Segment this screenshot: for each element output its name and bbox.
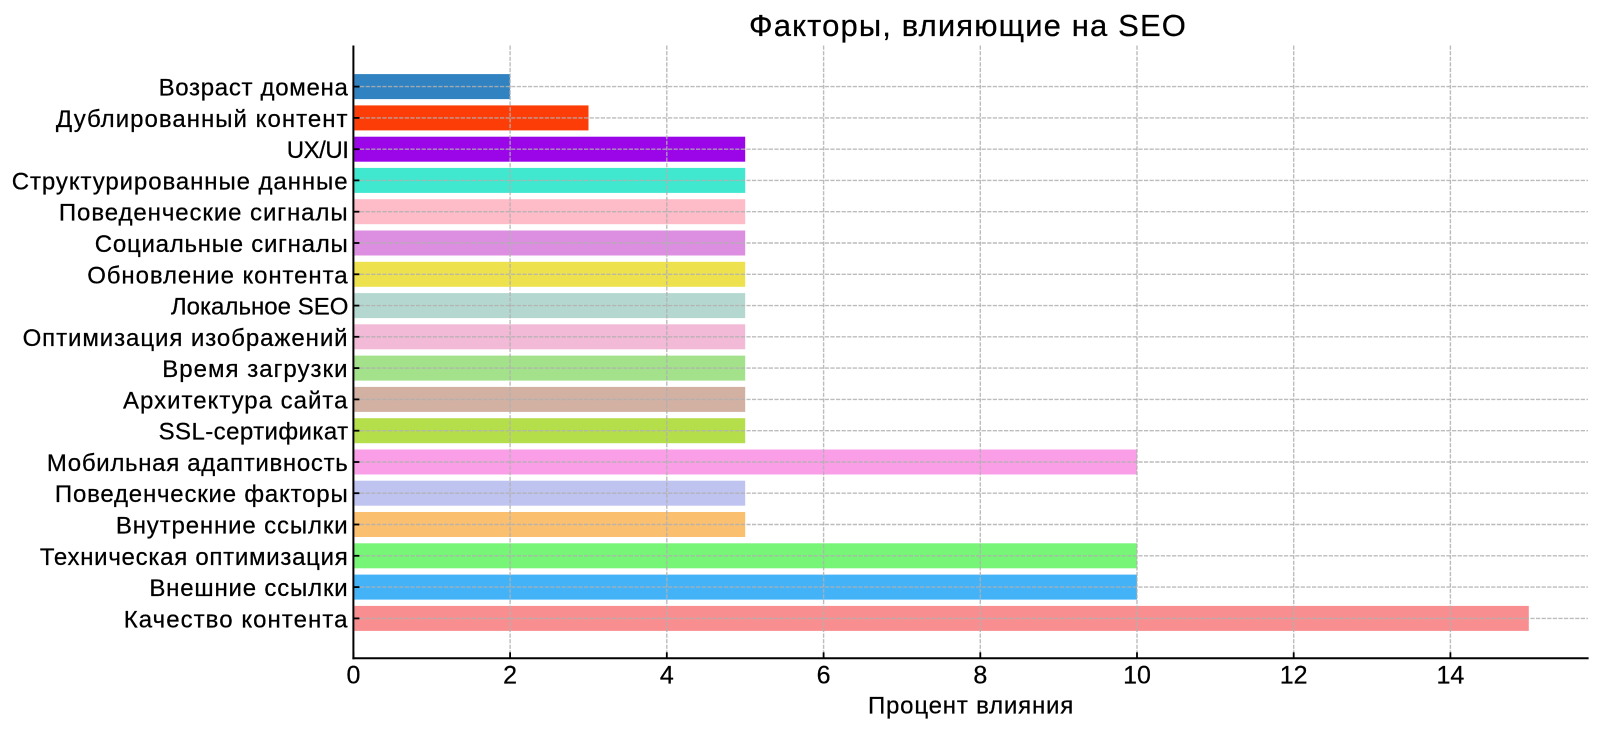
svg-text:Процент влияния: Процент влияния	[868, 692, 1074, 719]
svg-text:Качество контента: Качество контента	[124, 606, 349, 633]
svg-text:Оптимизация изображений: Оптимизация изображений	[23, 325, 349, 352]
svg-text:10: 10	[1123, 662, 1151, 690]
svg-text:4: 4	[660, 662, 674, 690]
svg-text:2: 2	[503, 662, 517, 690]
svg-text:Социальные сигналы: Социальные сигналы	[95, 231, 349, 258]
svg-text:0: 0	[346, 662, 360, 690]
svg-text:14: 14	[1436, 662, 1464, 690]
svg-text:Внутренние ссылки: Внутренние ссылки	[116, 513, 349, 540]
svg-text:Поведенческие факторы: Поведенческие факторы	[55, 481, 349, 508]
svg-text:Факторы, влияющие на SEO: Факторы, влияющие на SEO	[749, 8, 1187, 43]
svg-text:SSL-сертификат: SSL-сертификат	[159, 419, 349, 446]
svg-text:Обновление контента: Обновление контента	[87, 262, 348, 289]
svg-text:8: 8	[973, 662, 987, 690]
svg-text:UX/UI: UX/UI	[287, 137, 349, 164]
svg-text:Время загрузки: Время загрузки	[162, 356, 348, 383]
svg-text:12: 12	[1280, 662, 1308, 690]
svg-text:Внешние ссылки: Внешние ссылки	[149, 575, 348, 602]
svg-text:Архитектура сайта: Архитектура сайта	[123, 387, 349, 414]
svg-text:Структурированные данные: Структурированные данные	[12, 168, 349, 195]
svg-text:Поведенческие сигналы: Поведенческие сигналы	[59, 200, 349, 227]
svg-text:Дублированный контент: Дублированный контент	[56, 106, 349, 133]
svg-text:Локальное SEO: Локальное SEO	[171, 294, 349, 321]
svg-text:Техническая оптимизация: Техническая оптимизация	[40, 544, 349, 571]
svg-text:6: 6	[817, 662, 831, 690]
svg-text:Мобильная адаптивность: Мобильная адаптивность	[47, 450, 349, 477]
svg-text:Возраст домена: Возраст домена	[159, 75, 349, 102]
